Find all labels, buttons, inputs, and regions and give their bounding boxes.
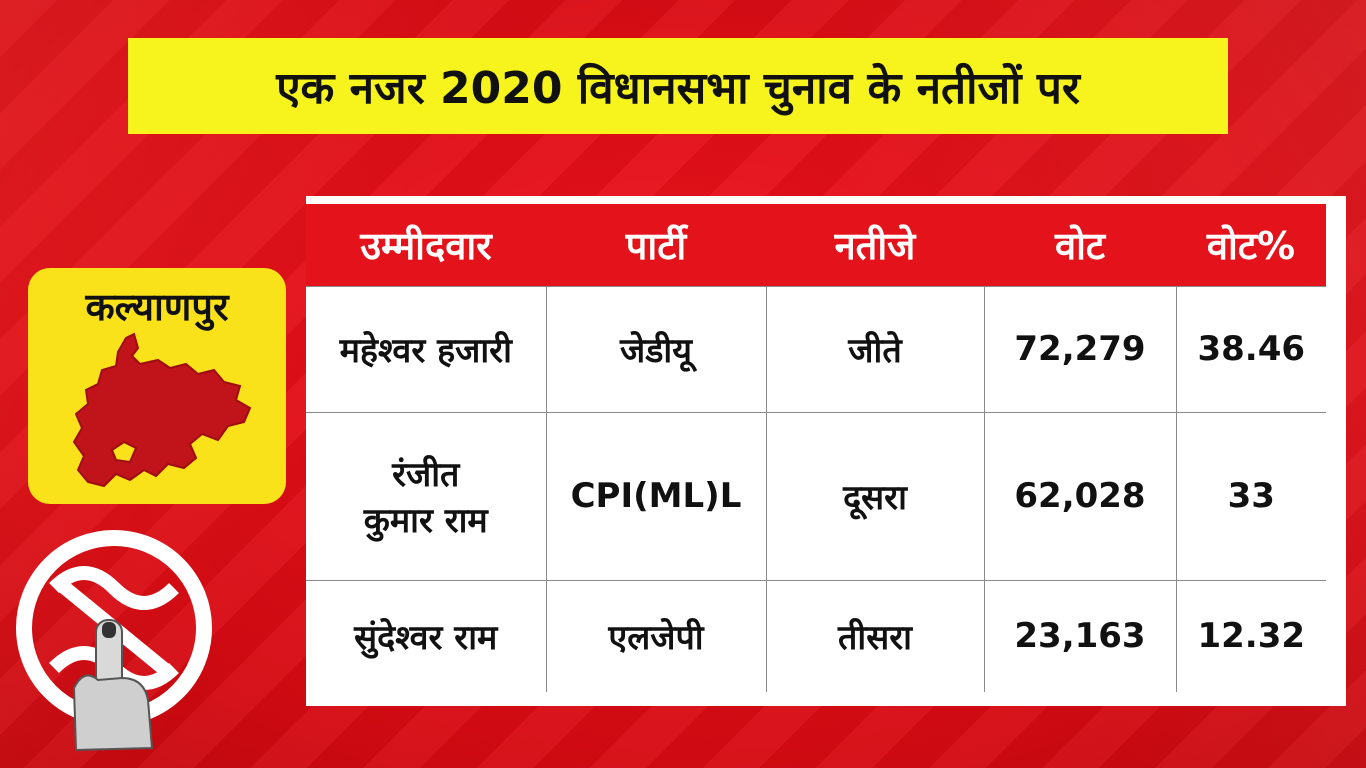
- votes-cell: 72,279: [983, 285, 1177, 413]
- banner-title: एक नजर 2020 विधानसभा चुनाव के नतीजों पर: [276, 63, 1080, 114]
- result-cell: जीते: [765, 285, 985, 413]
- election-ink-finger-logo: [16, 530, 212, 752]
- header-party: पार्टी: [546, 204, 766, 286]
- district-map-icon: [72, 332, 252, 488]
- header-candidate: उम्मीदवार: [306, 204, 546, 286]
- table-row: सुंदेश्वर राम एलजेपी तीसरा 23,163 12.32: [306, 579, 1326, 692]
- table-header-row: उम्मीदवार पार्टी नतीजे वोट वोट%: [306, 204, 1326, 286]
- header-vote-pct: वोट%: [1176, 204, 1326, 286]
- candidate-cell: महेश्वर हजारी: [306, 285, 547, 413]
- result-cell: दूसरा: [765, 411, 985, 581]
- results-table-panel: उम्मीदवार पार्टी नतीजे वोट वोट% महेश्वर …: [306, 196, 1346, 706]
- candidate-line-1: रंजीत: [392, 455, 460, 495]
- vote-pct-cell: 38.46: [1175, 285, 1326, 413]
- vote-pct-cell: 12.32: [1175, 579, 1326, 692]
- party-cell: एलजेपी: [545, 579, 767, 692]
- candidate-cell: सुंदेश्वर राम: [306, 579, 547, 692]
- result-cell: तीसरा: [765, 579, 985, 692]
- title-banner: एक नजर 2020 विधानसभा चुनाव के नतीजों पर: [128, 38, 1228, 134]
- vote-pct-cell: 33: [1175, 411, 1326, 581]
- candidate-line-2: कुमार राम: [363, 501, 488, 541]
- votes-cell: 23,163: [983, 579, 1177, 692]
- header-votes: वोट: [984, 204, 1176, 286]
- header-result: नतीजे: [766, 204, 984, 286]
- party-cell: जेडीयू: [545, 285, 767, 413]
- table-row: रंजीत कुमार राम CPI(ML)L दूसरा 62,028 33: [306, 411, 1326, 581]
- party-cell: CPI(ML)L: [545, 411, 767, 581]
- votes-cell: 62,028: [983, 411, 1177, 581]
- constituency-name: कल्याणपुर: [85, 285, 229, 329]
- candidate-cell: रंजीत कुमार राम: [306, 411, 547, 581]
- constituency-badge: कल्याणपुर: [28, 268, 286, 504]
- results-table: उम्मीदवार पार्टी नतीजे वोट वोट% महेश्वर …: [306, 204, 1326, 692]
- table-row: महेश्वर हजारी जेडीयू जीते 72,279 38.46: [306, 285, 1326, 413]
